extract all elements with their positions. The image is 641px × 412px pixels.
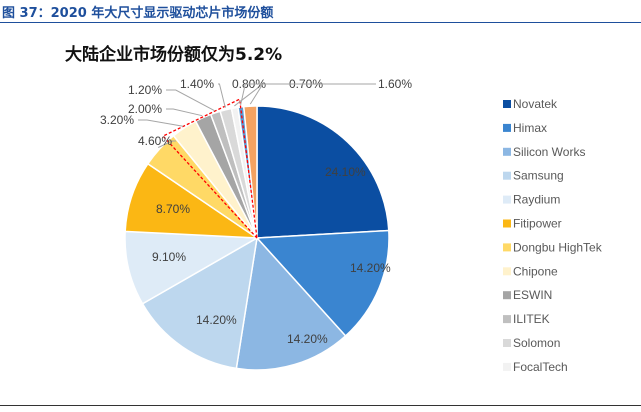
legend-entry: Fitipower	[513, 217, 562, 231]
legend-entry: FocalTech	[513, 360, 568, 374]
chart-title: 大陆企业市场份额仅为5.2%	[65, 45, 283, 65]
legend-swatch	[503, 123, 511, 132]
leader-line	[166, 89, 216, 112]
data-label: 8.70%	[156, 202, 190, 216]
data-label: 9.10%	[152, 250, 186, 264]
data-label: 1.20%	[128, 83, 162, 97]
legend-entry: Novatek	[513, 97, 558, 111]
legend-swatch	[503, 100, 511, 108]
leader-line	[157, 140, 176, 148]
legend-entry: Samsung	[513, 169, 564, 183]
data-label: 14.20%	[287, 332, 328, 346]
leader-line	[166, 108, 203, 117]
highlight-outline	[161, 98, 258, 240]
pie-slice-14	[242, 105, 258, 239]
legend-swatch	[503, 147, 511, 156]
legend-swatch	[503, 195, 511, 204]
data-label: 1.40%	[180, 77, 214, 91]
legend-swatch	[503, 362, 511, 371]
legend-entry: ILITEK	[513, 312, 550, 326]
legend-entry: ESWIN	[513, 288, 552, 302]
data-label: 14.20%	[196, 313, 237, 327]
pie-slice-1	[256, 105, 390, 239]
legend-entry: Raydium	[513, 193, 560, 207]
pie-slice-4	[141, 236, 258, 370]
legend-swatch	[503, 171, 511, 180]
legend-swatch	[503, 315, 511, 324]
legend-swatch	[503, 267, 511, 276]
data-label: 3.20%	[100, 113, 134, 127]
leader-line	[249, 83, 376, 105]
figure-title: 图 37：2020 年大尺寸显示驱动芯片市场份额	[2, 6, 274, 21]
legend-swatch	[503, 243, 511, 252]
top-divider	[0, 22, 641, 23]
legend-entry: Solomon	[513, 336, 560, 350]
pie-slice-2	[255, 229, 390, 337]
leader-line	[138, 119, 184, 127]
legend-entry: Silicon Works	[513, 145, 585, 159]
data-label: 24.10%	[325, 165, 366, 179]
data-label: 1.60%	[378, 77, 412, 91]
data-label: 2.00%	[128, 102, 162, 116]
legend-entry: Himax	[513, 121, 547, 135]
legend-entry: Chipone	[513, 264, 558, 278]
data-label: 4.60%	[138, 134, 172, 148]
legend-swatch	[503, 339, 511, 347]
leader-line	[218, 83, 226, 108]
legend-swatch	[503, 219, 511, 228]
legend-swatch	[503, 291, 511, 300]
legend-entry: Dongbu HighTek	[513, 240, 603, 254]
pie-slice-3	[235, 236, 347, 371]
data-label: 14.20%	[350, 261, 391, 275]
bottom-divider	[0, 405, 641, 406]
